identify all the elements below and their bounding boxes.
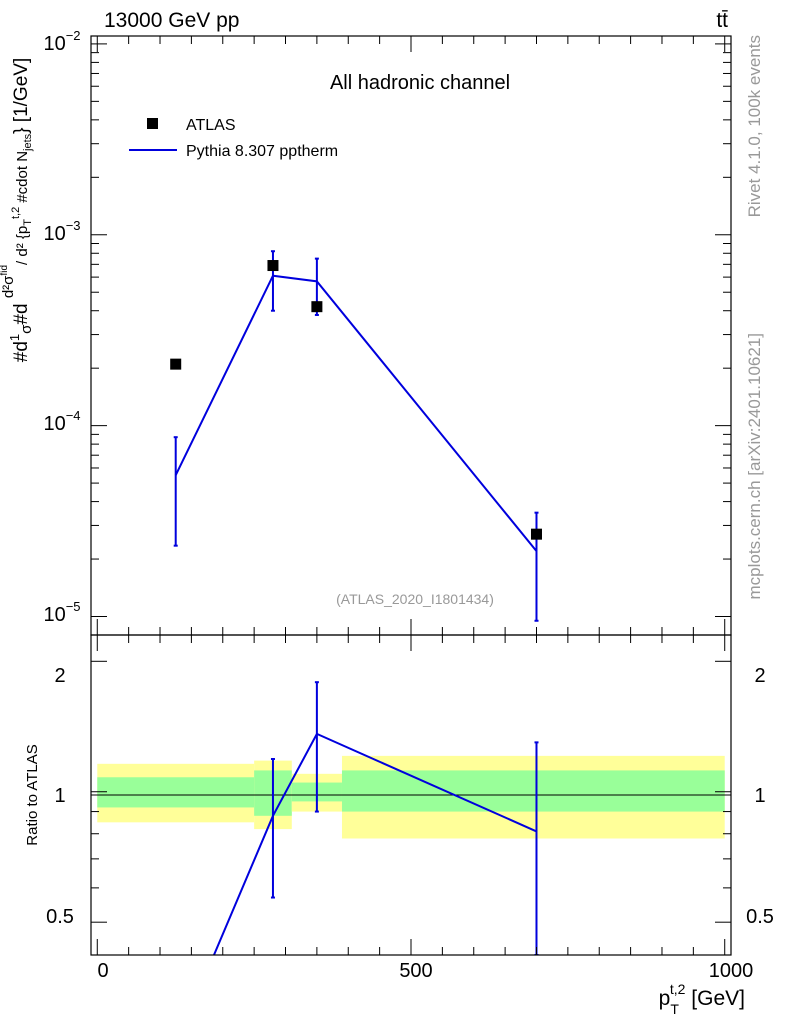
ratio-axis-ticks: [91, 635, 731, 955]
main-axis-ticks: [91, 36, 731, 635]
ratio-ytick-0.5-right: 0.5: [746, 906, 774, 928]
ratio-ytick-2-left: 2: [54, 665, 65, 687]
main-data-layer: [170, 250, 542, 622]
main-panel: All hadronic channel (ATLAS_2020_I180143…: [0, 28, 732, 636]
x-axis-label: pTt,2 [GeV]: [659, 981, 745, 1017]
ratio-ytick-1-left: 1: [54, 785, 65, 807]
ratio-panel: 2 1 0.5 2 1 0.5 Ratio to ATLAS 0 500 100…: [24, 634, 774, 1017]
chart-title: All hadronic channel: [330, 72, 510, 94]
ratio-y-axis-label: Ratio to ATLAS: [24, 744, 41, 845]
header-energy-label: 13000 GeV pp: [104, 9, 239, 32]
ratio-ytick-0.5-left: 0.5: [46, 906, 74, 928]
ratio-mc-group: [212, 681, 539, 955]
header-process-label: tt̄: [716, 9, 728, 32]
legend: ATLAS Pythia 8.307 pptherm: [129, 117, 338, 160]
data-point: [311, 301, 323, 313]
legend-atlas-label: ATLAS: [186, 117, 236, 134]
data-point: [267, 260, 279, 272]
data-point: [170, 358, 182, 370]
y-tick-labels: 10−2 10−3 10−4 10−5: [43, 28, 80, 626]
ytick-1e-2: 10−2: [43, 28, 80, 55]
xtick-1000: 1000: [709, 960, 754, 982]
mcplots-source-label: mcplots.cern.ch [arXiv:2401.10621]: [745, 333, 764, 599]
ratio-mc-line: [212, 732, 537, 955]
xtick-0: 0: [97, 960, 108, 982]
analysis-id-label: (ATLAS_2020_I1801434): [336, 591, 494, 607]
ytick-1e-4: 10−4: [43, 408, 80, 435]
y-axis-label: #d1σ#d d²σfid/ d² {pTt,2 #cdot Njets} [1…: [0, 58, 35, 362]
legend-atlas-marker: [147, 118, 158, 129]
ratio-ytick-2-right: 2: [754, 665, 765, 687]
mc-line: [174, 274, 538, 552]
rivet-version-label: Rivet 4.1.0, 100k events: [745, 35, 764, 217]
ytick-1e-5: 10−5: [43, 599, 80, 626]
legend-pythia-label: Pythia 8.307 pptherm: [186, 143, 338, 160]
ratio-band-inner: [97, 777, 255, 808]
ytick-1e-3: 10−3: [43, 218, 80, 245]
ratio-data-layer: [212, 681, 539, 955]
ratio-band-inner: [341, 770, 725, 812]
xtick-500: 500: [399, 960, 432, 982]
ratio-bands: [97, 755, 725, 839]
data-point: [530, 528, 542, 540]
ratio-ytick-1-right: 1: [754, 785, 765, 807]
